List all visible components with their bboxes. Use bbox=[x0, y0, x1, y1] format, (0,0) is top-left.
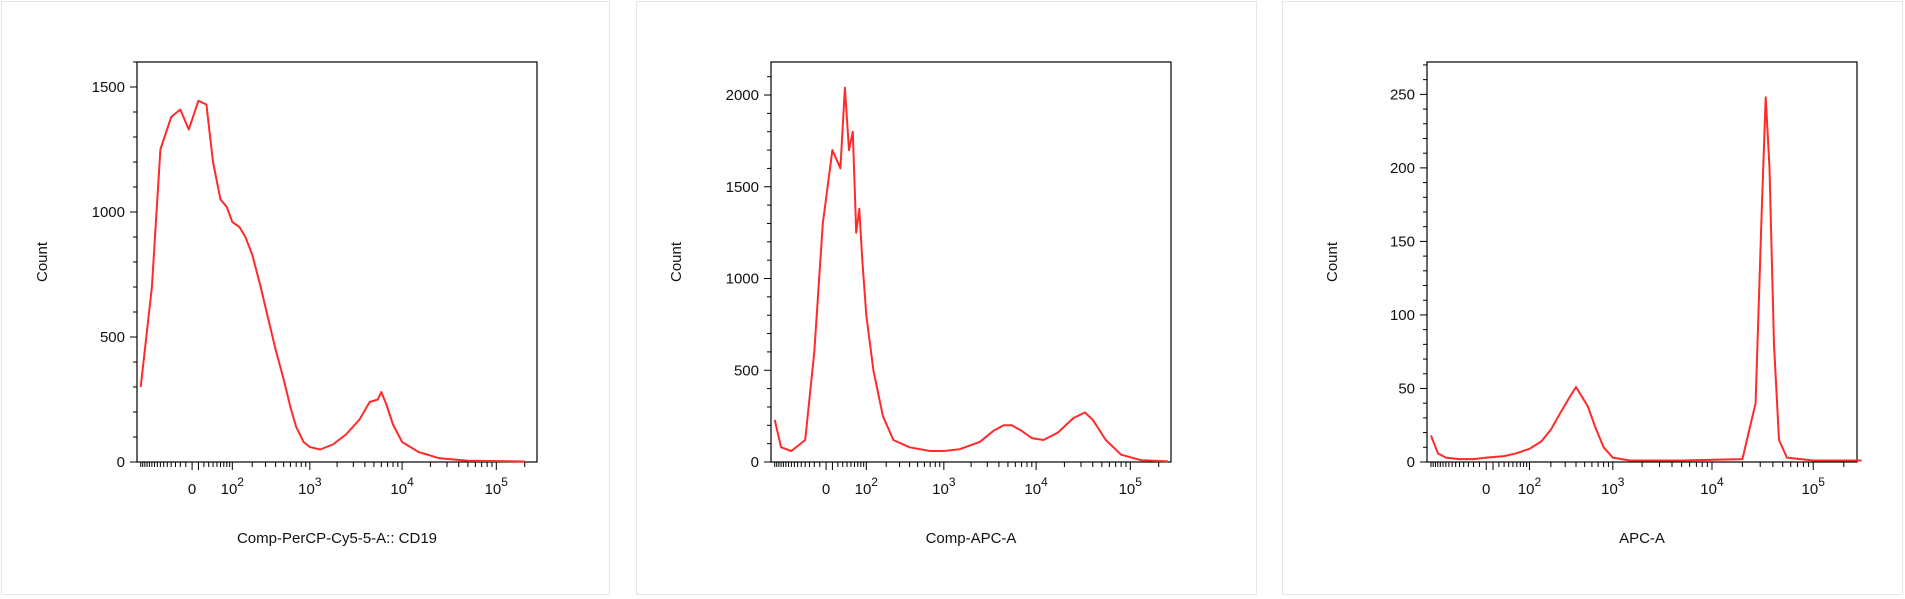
histogram-line bbox=[139, 99, 525, 463]
x-tick-label: 102 bbox=[855, 475, 879, 498]
x-tick-label: 105 bbox=[1802, 475, 1826, 498]
x-axis-label: Comp-PerCP-Cy5-5-A:: CD19 bbox=[237, 530, 437, 547]
y-tick-label: 100 bbox=[1390, 307, 1415, 324]
histogram-chart-3: 0 50 100 150 200 250 0 102 103 104 105 APC-A Count bbox=[1324, 61, 1862, 547]
plot-frame bbox=[136, 61, 538, 463]
y-tick-label: 250 bbox=[1390, 86, 1415, 103]
y-axis-label: Count bbox=[34, 241, 51, 282]
y-tick-label: 500 bbox=[100, 329, 125, 346]
y-tick-label: 500 bbox=[734, 362, 759, 379]
x-tick-label: 0 bbox=[822, 481, 830, 498]
y-tick-label: 0 bbox=[1407, 454, 1415, 471]
x-tick-label: 104 bbox=[390, 475, 414, 498]
y-tick-label: 1000 bbox=[726, 271, 759, 288]
x-axis-label: APC-A bbox=[1619, 530, 1665, 547]
histogram-panel-3: 0 50 100 150 200 250 0 102 103 104 105 APC-A Count bbox=[1282, 1, 1903, 595]
x-tick-label: 104 bbox=[1024, 475, 1048, 498]
x-tick-label: 0 bbox=[1482, 481, 1490, 498]
y-tick-label: 1500 bbox=[92, 79, 125, 96]
y-tick-label: 1500 bbox=[726, 179, 759, 196]
plot-frame bbox=[1426, 61, 1858, 463]
y-tick-label: 1000 bbox=[92, 204, 125, 221]
y-tick-label: 0 bbox=[751, 454, 759, 471]
x-tick-label: 102 bbox=[1518, 475, 1542, 498]
y-tick-label: 150 bbox=[1390, 233, 1415, 250]
histogram-line bbox=[773, 86, 1168, 463]
y-tick-label: 0 bbox=[117, 454, 125, 471]
y-axis-label: Count bbox=[1324, 241, 1341, 282]
x-tick-label: 103 bbox=[932, 475, 956, 498]
histogram-panel-2: 0 500 1000 1500 2000 0 102 103 104 105 Comp-APC-A C… bbox=[636, 1, 1257, 595]
histogram-chart-2: 0 500 1000 1500 2000 0 102 103 104 105 Comp-APC-A C… bbox=[668, 61, 1172, 547]
y-tick-label: 50 bbox=[1398, 380, 1415, 397]
y-tick-label: 2000 bbox=[726, 87, 759, 104]
histogram-line bbox=[1430, 96, 1862, 462]
y-tick-label: 200 bbox=[1390, 160, 1415, 177]
x-tick-label: 0 bbox=[188, 481, 196, 498]
x-tick-label: 102 bbox=[221, 475, 245, 498]
plot-frame bbox=[770, 61, 1172, 463]
x-tick-label: 104 bbox=[1700, 475, 1724, 498]
x-tick-label: 103 bbox=[1601, 475, 1625, 498]
histogram-panel-1: 0 500 1000 1500 0 102 103 104 105 Comp-PerCP-Cy5-… bbox=[1, 1, 610, 595]
histogram-chart-1: 0 500 1000 1500 0 102 103 104 105 Comp-PerCP-Cy5-… bbox=[34, 61, 538, 547]
x-tick-label: 105 bbox=[1119, 475, 1143, 498]
x-axis-label: Comp-APC-A bbox=[926, 530, 1017, 547]
x-tick-label: 105 bbox=[485, 475, 509, 498]
x-tick-label: 103 bbox=[298, 475, 322, 498]
y-axis-label: Count bbox=[668, 241, 685, 282]
